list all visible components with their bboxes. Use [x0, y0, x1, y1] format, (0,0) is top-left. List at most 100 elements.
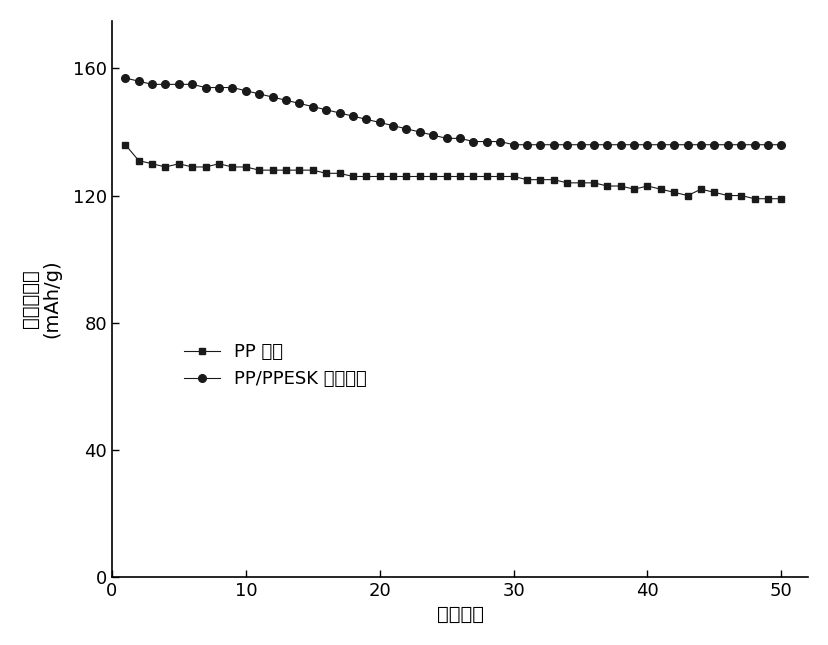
PP/PPESK 复合隔膜	[147, 81, 156, 88]
PP 隔膜	[575, 179, 585, 186]
PP/PPESK 复合隔膜	[388, 122, 397, 130]
PP/PPESK 复合隔膜	[682, 141, 692, 148]
PP 隔膜	[535, 176, 545, 184]
Line: PP 隔膜: PP 隔膜	[122, 141, 784, 202]
PP 隔膜	[414, 173, 424, 181]
PP/PPESK 复合隔膜	[722, 141, 732, 148]
PP 隔膜	[642, 182, 652, 190]
PP 隔膜	[522, 176, 532, 184]
PP 隔膜	[668, 188, 678, 196]
PP 隔膜	[494, 173, 504, 181]
PP/PPESK 复合隔膜	[200, 84, 210, 92]
PP/PPESK 复合隔膜	[254, 90, 264, 98]
PP 隔膜	[441, 173, 451, 181]
PP 隔膜	[628, 185, 638, 193]
PP 隔膜	[762, 195, 772, 203]
PP/PPESK 复合隔膜	[709, 141, 719, 148]
PP/PPESK 复合隔膜	[535, 141, 545, 148]
PP/PPESK 复合隔膜	[561, 141, 571, 148]
PP/PPESK 复合隔膜	[749, 141, 758, 148]
PP 隔膜	[335, 170, 344, 177]
PP/PPESK 复合隔膜	[508, 141, 518, 148]
PP 隔膜	[320, 170, 330, 177]
PP/PPESK 复合隔膜	[320, 106, 330, 114]
PP 隔膜	[709, 188, 719, 196]
PP 隔膜	[749, 195, 758, 203]
PP/PPESK 复合隔膜	[762, 141, 772, 148]
PP 隔膜	[776, 195, 786, 203]
PP 隔膜	[561, 179, 571, 186]
PP/PPESK 复合隔膜	[161, 81, 171, 88]
PP 隔膜	[200, 163, 210, 171]
PP 隔膜	[133, 157, 143, 164]
PP 隔膜	[388, 173, 397, 181]
PP 隔膜	[722, 192, 732, 199]
PP 隔膜	[735, 192, 745, 199]
PP/PPESK 复合隔膜	[187, 81, 197, 88]
PP 隔膜	[696, 185, 705, 193]
PP/PPESK 复合隔膜	[735, 141, 745, 148]
PP/PPESK 复合隔膜	[401, 125, 411, 133]
PP/PPESK 复合隔膜	[575, 141, 585, 148]
PP/PPESK 复合隔膜	[374, 119, 384, 126]
PP/PPESK 复合隔膜	[628, 141, 638, 148]
PP 隔膜	[348, 173, 358, 181]
PP/PPESK 复合隔膜	[642, 141, 652, 148]
PP/PPESK 复合隔膜	[294, 99, 304, 107]
PP 隔膜	[361, 173, 371, 181]
PP/PPESK 复合隔膜	[133, 77, 143, 85]
PP 隔膜	[254, 166, 264, 174]
PP 隔膜	[294, 166, 304, 174]
PP/PPESK 复合隔膜	[414, 128, 424, 136]
PP 隔膜	[307, 166, 317, 174]
PP/PPESK 复合隔膜	[588, 141, 598, 148]
PP/PPESK 复合隔膜	[281, 96, 291, 104]
PP/PPESK 复合隔膜	[227, 84, 237, 92]
PP/PPESK 复合隔膜	[120, 74, 130, 82]
PP 隔膜	[682, 192, 692, 199]
PP/PPESK 复合隔膜	[361, 115, 371, 123]
PP 隔膜	[588, 179, 598, 186]
PP 隔膜	[214, 160, 224, 168]
PP/PPESK 复合隔膜	[441, 135, 451, 143]
PP/PPESK 复合隔膜	[307, 103, 317, 110]
PP 隔膜	[428, 173, 438, 181]
PP 隔膜	[401, 173, 411, 181]
PP/PPESK 复合隔膜	[214, 84, 224, 92]
PP/PPESK 复合隔膜	[428, 132, 438, 139]
PP/PPESK 复合隔膜	[668, 141, 678, 148]
PP 隔膜	[161, 163, 171, 171]
Line: PP/PPESK 复合隔膜: PP/PPESK 复合隔膜	[122, 74, 784, 148]
PP/PPESK 复合隔膜	[615, 141, 625, 148]
PP 隔膜	[615, 182, 625, 190]
PP 隔膜	[147, 160, 156, 168]
PP 隔膜	[120, 141, 130, 148]
X-axis label: 循环次数: 循环次数	[436, 605, 483, 624]
PP 隔膜	[468, 173, 478, 181]
PP 隔膜	[227, 163, 237, 171]
PP/PPESK 复合隔膜	[481, 137, 491, 145]
Legend: PP 隔膜, PP/PPESK 复合隔膜: PP 隔膜, PP/PPESK 复合隔膜	[176, 336, 374, 395]
PP/PPESK 复合隔膜	[455, 135, 465, 143]
Y-axis label: 放电比容量
(mAh/g): 放电比容量 (mAh/g)	[21, 259, 62, 338]
PP 隔膜	[281, 166, 291, 174]
PP/PPESK 复合隔膜	[776, 141, 786, 148]
PP/PPESK 复合隔膜	[241, 87, 251, 95]
PP 隔膜	[241, 163, 251, 171]
PP/PPESK 复合隔膜	[267, 94, 277, 101]
PP 隔膜	[481, 173, 491, 181]
PP/PPESK 复合隔膜	[655, 141, 665, 148]
PP/PPESK 复合隔膜	[494, 137, 504, 145]
PP/PPESK 复合隔膜	[696, 141, 705, 148]
PP 隔膜	[267, 166, 277, 174]
PP/PPESK 复合隔膜	[335, 109, 344, 117]
PP/PPESK 复合隔膜	[468, 137, 478, 145]
PP 隔膜	[455, 173, 465, 181]
PP 隔膜	[174, 160, 184, 168]
PP 隔膜	[374, 173, 384, 181]
PP 隔膜	[602, 182, 612, 190]
PP 隔膜	[548, 176, 558, 184]
PP/PPESK 复合隔膜	[522, 141, 532, 148]
PP/PPESK 复合隔膜	[348, 112, 358, 120]
PP/PPESK 复合隔膜	[548, 141, 558, 148]
